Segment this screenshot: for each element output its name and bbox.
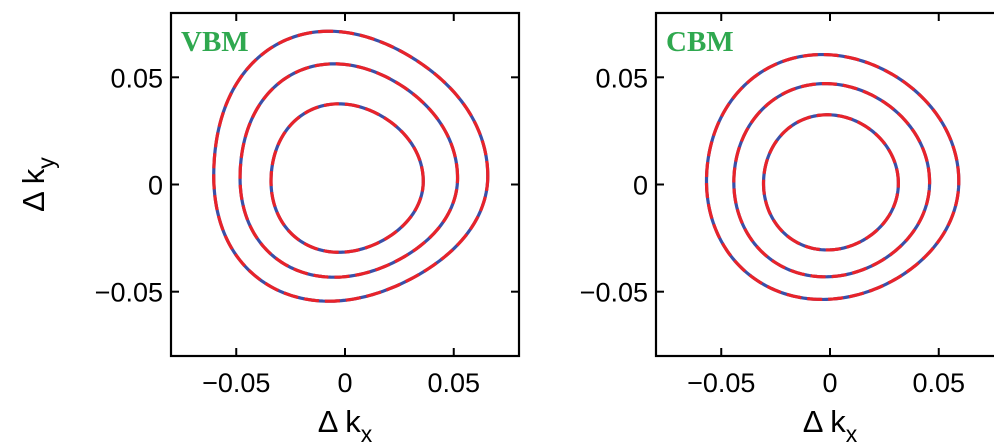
contour-series: [704, 52, 961, 302]
y-tick-label: 0.05: [595, 63, 648, 93]
y-tick-label: 0: [148, 171, 163, 201]
y-tick-label: −0.05: [580, 278, 648, 308]
x-tick-label: 0: [337, 368, 352, 398]
cbm-panel: −0.05 0 0.05 −0.05 0 0.05 CBM Δ kx: [580, 11, 994, 447]
y-tick-label: 0: [633, 171, 648, 201]
contour-dashed-1: [238, 62, 460, 279]
contour-series: [212, 29, 490, 303]
y-tick-label: −0.05: [95, 278, 163, 308]
panel-label: VBM: [181, 26, 249, 58]
contour-dashed-2: [704, 52, 961, 302]
x-tick-label: 0: [822, 368, 837, 398]
contour-dashed-1: [732, 82, 932, 279]
contour-dashed-2: [212, 29, 490, 303]
panel-label: CBM: [666, 26, 734, 58]
contour-dashed-0: [761, 113, 900, 252]
x-tick-label: −0.05: [202, 368, 270, 398]
x-axis-title: Δ kx: [318, 404, 373, 447]
y-axis-title: Δ ky: [16, 157, 59, 212]
y-tick-label: 0.05: [110, 63, 163, 93]
x-tick-label: −0.05: [687, 368, 755, 398]
x-tick-label: 0.05: [912, 368, 965, 398]
vbm-panel: −0.05 0 0.05 −0.05 0 0.05 VBM Δ kx Δ ky: [16, 11, 521, 447]
x-tick-label: 0.05: [427, 368, 480, 398]
contour-dashed-0: [269, 102, 425, 254]
x-axis-title: Δ kx: [803, 404, 858, 447]
